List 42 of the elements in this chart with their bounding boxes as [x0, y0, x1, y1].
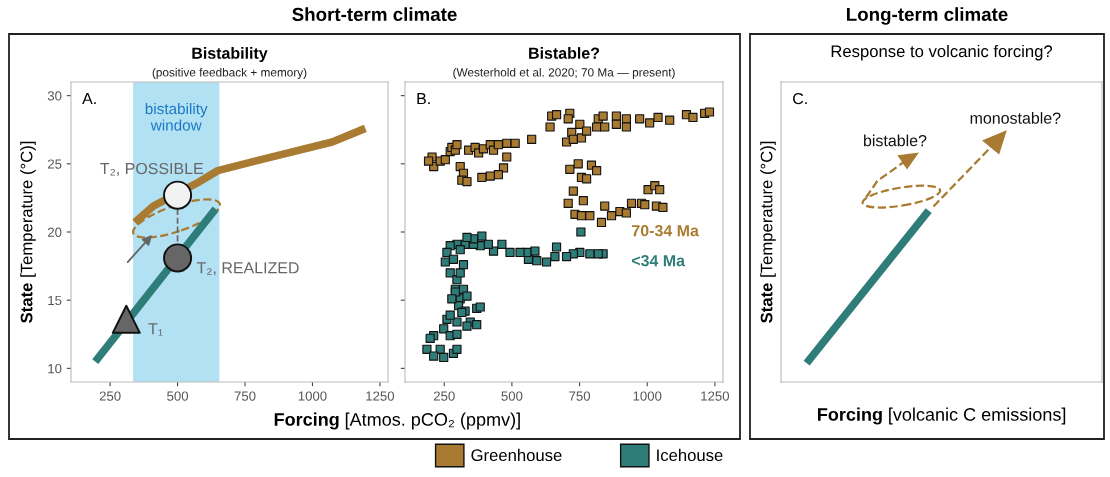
- chart-title: Bistable?: [529, 47, 600, 59]
- x-tick-label: 750: [569, 391, 591, 401]
- x-tick-label: 500: [501, 391, 523, 401]
- y-tick-label: 15: [48, 295, 62, 306]
- chart-subtitle: (Westerhold et al. 2020; 70 Ma — present): [453, 67, 675, 79]
- text: bistable?: [864, 134, 927, 147]
- annotation: T₂, POSSIBLE: [100, 162, 203, 177]
- chart-title: Bistability: [192, 47, 268, 62]
- x-tick-label: 1250: [701, 391, 730, 401]
- point: [111, 304, 141, 334]
- legend-label: Icehouse: [657, 448, 723, 462]
- x-tick-label: 1000: [633, 391, 662, 401]
- x-axis-title: Forcing [volcanic C emissions]: [818, 407, 1066, 425]
- x-axis-title: Forcing [Atmos. pCO₂ (ppmv)]: [274, 412, 520, 430]
- y-axis-title: State [Temperature (°C)]: [760, 141, 776, 323]
- y-tick-label: 20: [47, 227, 62, 237]
- chart-subtitle: (positive feedback + memory): [152, 67, 307, 79]
- point: [163, 180, 193, 210]
- text: Long-term climate: [847, 7, 1008, 25]
- y-tick-label: 10: [48, 363, 62, 374]
- legend-label: Greenhouse: [471, 448, 562, 462]
- x-tick-label: 1250: [366, 391, 395, 401]
- x-tick-label: 250: [99, 391, 121, 401]
- y-tick-label: 30: [47, 91, 62, 101]
- y-tick-label: 25: [47, 159, 62, 169]
- text: C.: [793, 92, 807, 105]
- x-tick-label: 500: [167, 391, 189, 401]
- annotation: 70-34 Ma: [632, 224, 699, 237]
- y-axis-title: State [Temperature (°C)]: [20, 141, 36, 323]
- annotation: B.: [417, 93, 430, 105]
- annotation: <34 Ma: [631, 254, 686, 267]
- text: monostable?: [970, 112, 1061, 124]
- x-tick-label: 1000: [298, 391, 327, 401]
- point: [163, 243, 193, 273]
- band-label: bistability window: [145, 103, 208, 131]
- annotation: A.: [82, 93, 96, 105]
- x-tick-label: 750: [234, 391, 256, 401]
- annotation: T₁: [148, 323, 163, 336]
- chart-title: Response to volcanic forcing?: [831, 44, 1053, 61]
- text: Short-term climate: [292, 7, 457, 22]
- x-tick-label: 250: [433, 391, 455, 401]
- annotation: T₂, REALIZED: [196, 262, 299, 276]
